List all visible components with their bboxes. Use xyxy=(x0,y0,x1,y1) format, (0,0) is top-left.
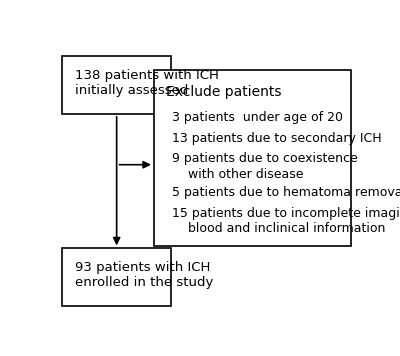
Text: 9 patients due to coexistence
    with other disease: 9 patients due to coexistence with other… xyxy=(172,152,358,181)
Text: Exclude patients: Exclude patients xyxy=(166,85,282,99)
FancyBboxPatch shape xyxy=(62,57,171,114)
Text: 15 patients due to incomplete imaging,
    blood and inclinical information: 15 patients due to incomplete imaging, b… xyxy=(172,206,400,235)
Text: 138 patients with ICH
initially assessed: 138 patients with ICH initially assessed xyxy=(75,69,219,97)
Text: 3 patients  under age of 20: 3 patients under age of 20 xyxy=(172,111,344,124)
Text: 13 patients due to secondary ICH: 13 patients due to secondary ICH xyxy=(172,132,382,145)
Text: 5 patients due to hematoma removal: 5 patients due to hematoma removal xyxy=(172,186,400,199)
Text: 93 patients with ICH
enrolled in the study: 93 patients with ICH enrolled in the stu… xyxy=(75,261,213,289)
FancyBboxPatch shape xyxy=(62,248,171,306)
FancyBboxPatch shape xyxy=(154,70,351,246)
